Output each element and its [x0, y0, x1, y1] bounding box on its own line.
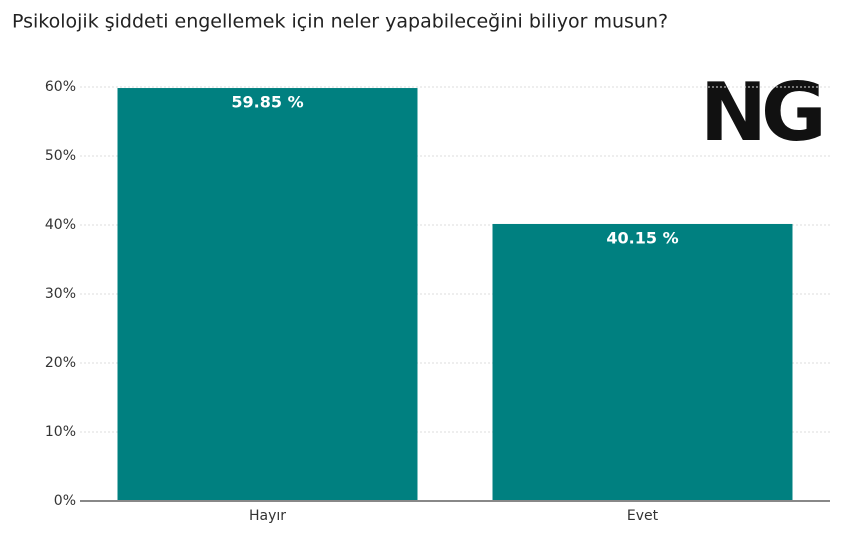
value-label: 59.85 % [231, 93, 303, 112]
bar [117, 88, 418, 501]
y-tick-label: 0% [54, 493, 76, 509]
logo: NG [700, 66, 821, 159]
chart-title: Psikolojik şiddeti engellemek için neler… [12, 11, 668, 33]
y-tick-label: 10% [45, 424, 76, 440]
y-tick-label: 40% [45, 217, 76, 233]
y-tick-label: 60% [45, 79, 76, 95]
y-tick-label: 20% [45, 355, 76, 371]
value-label: 40.15 % [606, 228, 678, 247]
bar [492, 223, 793, 501]
y-tick-label: 50% [45, 148, 76, 164]
y-tick-label: 30% [45, 286, 76, 302]
x-tick-label: Hayır [249, 508, 286, 524]
x-tick-label: Evet [627, 508, 659, 524]
